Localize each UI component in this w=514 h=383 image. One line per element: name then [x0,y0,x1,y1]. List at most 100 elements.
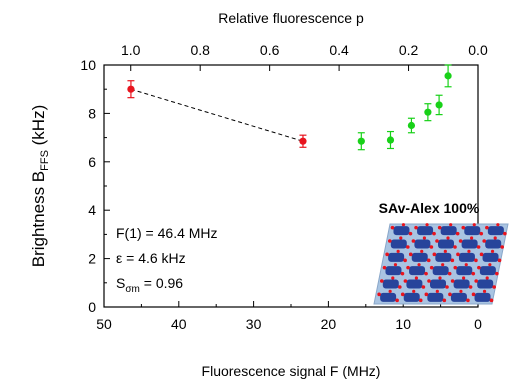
lattice-block [432,266,449,276]
lattice-art [373,223,509,305]
lattice-dot [395,298,399,303]
lattice-dot [424,292,429,297]
top-tick-label: 0.4 [329,42,349,58]
lattice-dot [485,276,489,280]
lattice-dot [414,225,418,230]
y-axis-label-unit: (kHz) [29,105,48,150]
lattice-dot [403,258,407,263]
lattice-block [479,266,496,276]
lattice-block [482,252,499,262]
annotation-f1: F(1) = 46.4 MHz [116,225,218,241]
top-axis-label: Relative fluorescence p [218,10,364,26]
y-tick-label: 0 [88,299,96,315]
lattice-dot [435,239,439,243]
lattice-dot [485,225,489,230]
y-tick-label: 2 [88,251,96,267]
data-point [386,136,395,144]
lattice-dot [482,289,487,293]
top-tick-label: 0.2 [399,42,419,58]
data-series [127,64,452,151]
lattice-dot [493,236,497,240]
lattice-dot [446,236,450,240]
lattice-dot [453,265,458,270]
top-axis-ticks: 1.0 0.8 0.6 0.4 0.2 0.0 [121,42,488,71]
lattice-dot [479,252,484,257]
lattice-dot [476,245,481,249]
lattice-dot [400,271,405,276]
lattice-dot [398,285,402,289]
lattice-dot [449,223,453,227]
data-point [424,108,432,116]
lattice-dot [448,292,452,297]
lattice-dot [489,298,494,303]
data-point [407,121,416,130]
lattice-block [435,252,452,262]
lattice-dot [450,279,455,283]
lattice-dot [388,289,392,293]
lattice-dot [429,265,434,270]
lattice-dot [391,276,395,280]
annotation-epsilon: ε = 4.6 kHz [116,250,186,266]
lattice-dot [396,249,400,253]
lattice-dot [406,245,410,249]
lattice-dot [492,285,497,289]
lattice-block [485,239,502,249]
lattice-dot [390,225,395,230]
data-point [357,137,365,145]
lattice-dot [437,225,442,230]
lattice-block [382,279,399,289]
lattice-dot [459,289,463,293]
lattice-dot [382,265,387,270]
data-point [299,137,307,145]
lattice-block [456,266,473,276]
x-tick-label: 30 [246,316,262,332]
lattice-dot [467,249,471,253]
inset-title: SAv-Alex 100% [379,200,480,216]
lattice-block [461,239,478,249]
lattice-dot [442,298,447,303]
lattice-dot [438,276,442,280]
lattice-dot [464,263,468,267]
lattice-dot [403,279,408,283]
lattice-dot [425,223,429,227]
lattice-dot [401,223,406,227]
top-tick-label: 1.0 [121,42,141,58]
lattice-block [430,279,446,289]
lattice-block [477,279,494,289]
lattice-dot [453,245,457,249]
lattice-block [388,252,405,262]
dashed-connector [130,88,304,142]
lattice-dot [429,245,434,249]
x-tick-label: 0 [474,316,482,332]
lattice-dot [471,292,476,297]
lattice-dot [380,279,384,283]
y-tick-label: 8 [88,105,96,121]
lattice-dot [462,276,466,280]
lattice-block [393,226,410,236]
lattice-block [474,292,491,302]
lattice-block [380,292,397,302]
x-tick-label: 50 [96,316,112,332]
lattice-block [409,266,426,276]
lattice-dot [468,285,473,289]
lattice-block [440,226,457,236]
annotation-s: Sσm = 0.96 [116,275,183,295]
lattice-dot [406,265,410,270]
lattice-block [390,239,407,249]
annotation-s-main: S [116,275,125,291]
top-tick-label: 0.0 [468,42,488,58]
lattice-dot [472,223,476,227]
y-tick-label: 4 [88,202,96,218]
lattice-dot [474,258,478,263]
lattice-dot [418,298,423,303]
lattice-dot [417,263,421,267]
lattice-block [406,279,423,289]
lattice-dot [412,289,416,293]
lattice-dot [456,252,460,257]
lattice-dot [470,236,474,240]
y-tick-label: 10 [80,57,96,73]
lattice-dot [400,292,405,297]
lattice-dot [377,292,381,297]
lattice-dot [432,252,437,257]
